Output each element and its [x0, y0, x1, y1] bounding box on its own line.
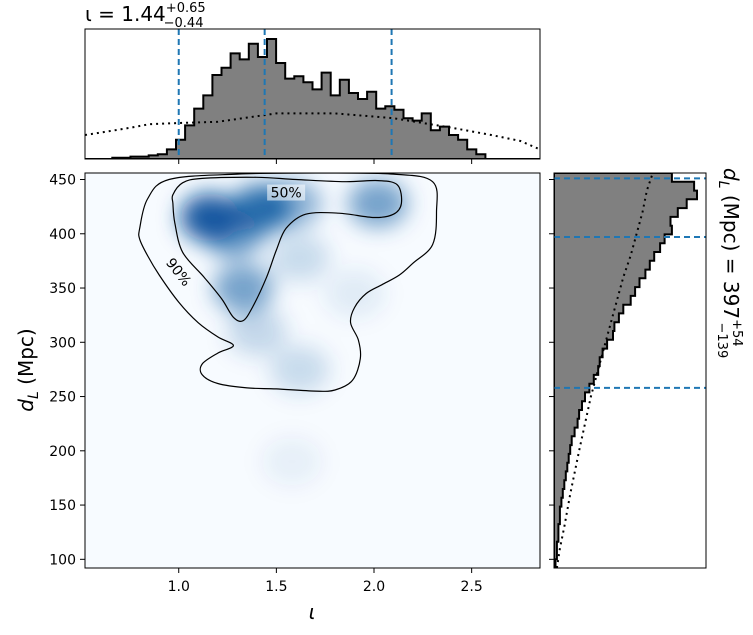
density-blob-3	[213, 264, 274, 313]
distance-summary-label: dL (Mpc) = 397+54−139	[714, 168, 744, 358]
density-blob-5	[347, 179, 408, 228]
right-panel-ticks	[549, 179, 554, 560]
y-tick-label-1: 150	[49, 498, 76, 514]
x-tick-label-2: 2.0	[363, 579, 385, 595]
top-panel-frame	[84, 28, 541, 160]
contour-label-50: 50%	[271, 186, 302, 202]
density-heatmap	[179, 179, 408, 486]
joint-panel-frame	[84, 172, 541, 569]
distance-histogram	[554, 173, 706, 568]
iota-posterior-histogram	[85, 38, 540, 159]
y-tick-label-5: 350	[49, 281, 76, 297]
contour-label-50-bg	[267, 184, 306, 201]
y-tick-label-2: 200	[49, 444, 76, 460]
y-tick-label-0: 100	[49, 552, 76, 568]
x-tick-label-3: 2.5	[461, 579, 483, 595]
density-blob-6	[269, 233, 330, 282]
top-panel-ticks	[178, 159, 473, 164]
x-axis: 1.0 1.5 2.0 2.5	[168, 568, 483, 595]
x-tick-label-0: 1.0	[168, 579, 190, 595]
right-panel-frame	[553, 172, 707, 569]
contour-90-percent	[138, 173, 438, 392]
y-axis: 100 150 200 250 300 350 400 450	[49, 173, 85, 568]
density-blob-10	[261, 437, 322, 486]
top-marginal-panel: ι = 1.44+0.65 −0.44	[84, 1, 541, 164]
density-blob-9	[324, 269, 385, 318]
y-tick-label-6: 400	[49, 227, 76, 243]
density-blob-7	[226, 307, 287, 356]
density-blob-8	[269, 345, 330, 394]
y-tick-label-4: 300	[49, 335, 76, 351]
x-tick-label-1: 1.5	[265, 579, 287, 595]
iota-histogram	[85, 29, 540, 159]
credible-contours	[138, 173, 438, 392]
y-tick-label-7: 450	[49, 173, 76, 189]
y-axis-title: dL (Mpc)	[14, 328, 42, 411]
iota-summary-label: ι = 1.44+0.65 −0.44	[85, 1, 206, 31]
density-blob-2	[203, 209, 264, 258]
y-tick-label-3: 250	[49, 390, 76, 406]
iota-prior-curve	[85, 112, 540, 151]
joint-density-panel: 50%90% 1.0 1.5 2.0 2.5 10015020025030035040…	[14, 172, 541, 624]
right-marginal-panel: dL (Mpc) = 397+54−139	[549, 168, 744, 569]
x-axis-title: ι	[309, 600, 316, 624]
contour-50-percent	[171, 176, 403, 322]
